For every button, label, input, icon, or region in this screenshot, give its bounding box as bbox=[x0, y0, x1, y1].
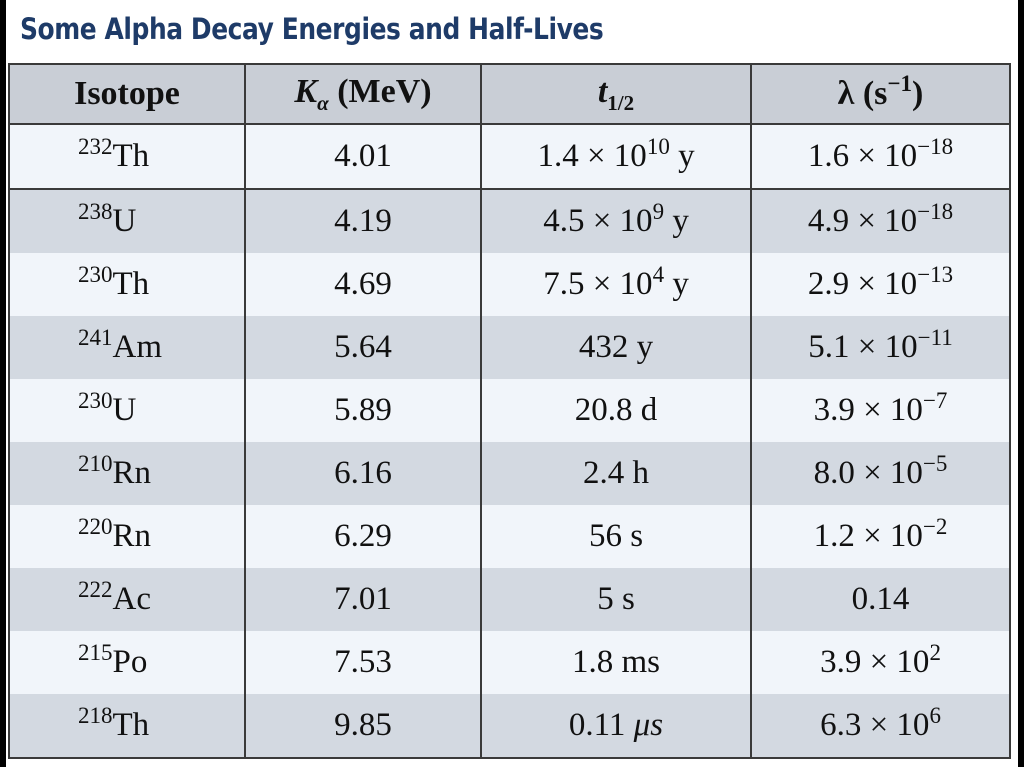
half-life-cell: 1.8 ms bbox=[481, 631, 752, 694]
isotope-cell: 210Rn bbox=[9, 442, 246, 505]
energy-cell: 6.16 bbox=[245, 442, 482, 505]
decay-constant-cell: 3.9 × 10−7 bbox=[751, 379, 1010, 442]
decay-constant-cell: 5.1 × 10−11 bbox=[751, 316, 1010, 379]
energy-cell: 6.29 bbox=[245, 505, 482, 568]
isotope-cell: 215Po bbox=[9, 631, 246, 694]
table-row: 232Th 4.01 1.4 × 1010 y 1.6 × 10−18 bbox=[9, 124, 1010, 190]
half-life-cell: 20.8 d bbox=[481, 379, 752, 442]
half-life-cell: 0.11 μs bbox=[481, 694, 752, 758]
isotope-cell: 220Rn bbox=[9, 505, 246, 568]
energy-cell: 4.01 bbox=[245, 124, 482, 190]
table-title: Some Alpha Decay Energies and Half-Lives bbox=[20, 12, 604, 46]
decay-constant-cell: 1.2 × 10−2 bbox=[751, 505, 1010, 568]
energy-cell: 5.64 bbox=[245, 316, 482, 379]
isotope-cell: 238U bbox=[9, 189, 246, 253]
decay-constant-cell: 1.6 × 10−18 bbox=[751, 124, 1010, 190]
decay-constant-cell: 0.14 bbox=[751, 568, 1010, 631]
isotope-cell: 230U bbox=[9, 379, 246, 442]
table-row: 238U 4.19 4.5 × 109 y 4.9 × 10−18 bbox=[9, 189, 1010, 253]
header-row: Isotope Kα (MeV) t1/2 λ (s−1) bbox=[9, 64, 1010, 125]
col-header-half-life: t1/2 bbox=[480, 64, 751, 125]
isotope-cell: 230Th bbox=[9, 253, 246, 316]
energy-cell: 7.53 bbox=[245, 631, 482, 694]
table-row: 230Th 4.69 7.5 × 104 y 2.9 × 10−13 bbox=[9, 253, 1010, 316]
half-life-cell: 1.4 × 1010 y bbox=[481, 124, 752, 190]
half-life-cell: 56 s bbox=[481, 505, 752, 568]
energy-cell: 4.69 bbox=[245, 253, 482, 316]
isotope-cell: 222Ac bbox=[9, 568, 246, 631]
decay-constant-cell: 2.9 × 10−13 bbox=[751, 253, 1010, 316]
half-life-cell: 5 s bbox=[481, 568, 752, 631]
table-row: 241Am 5.64 432 y 5.1 × 10−11 bbox=[9, 316, 1010, 379]
energy-cell: 5.89 bbox=[245, 379, 482, 442]
energy-cell: 4.19 bbox=[245, 189, 482, 253]
decay-constant-cell: 3.9 × 102 bbox=[751, 631, 1010, 694]
half-life-cell: 432 y bbox=[481, 316, 752, 379]
table-row: 222Ac 7.01 5 s 0.14 bbox=[9, 568, 1010, 631]
table-row: 215Po 7.53 1.8 ms 3.9 × 102 bbox=[9, 631, 1010, 694]
col-header-decay-constant: λ (s−1) bbox=[750, 64, 1010, 125]
energy-cell: 9.85 bbox=[245, 694, 482, 758]
col-header-isotope: Isotope bbox=[9, 64, 245, 125]
half-life-cell: 7.5 × 104 y bbox=[481, 253, 752, 316]
table-row: 218Th 9.85 0.11 μs 6.3 × 106 bbox=[9, 694, 1010, 758]
table-row: 210Rn 6.16 2.4 h 8.0 × 10−5 bbox=[9, 442, 1010, 505]
table-row: 220Rn 6.29 56 s 1.2 × 10−2 bbox=[9, 505, 1010, 568]
decay-constant-cell: 8.0 × 10−5 bbox=[751, 442, 1010, 505]
isotope-cell: 241Am bbox=[9, 316, 246, 379]
decay-constant-cell: 6.3 × 106 bbox=[751, 694, 1010, 758]
alpha-decay-table: Isotope Kα (MeV) t1/2 λ (s−1) 232Th 4.01 1… bbox=[8, 63, 1011, 759]
isotope-cell: 232Th bbox=[9, 124, 246, 190]
col-header-energy: Kα (MeV) bbox=[244, 64, 481, 125]
half-life-cell: 2.4 h bbox=[481, 442, 752, 505]
energy-cell: 7.01 bbox=[245, 568, 482, 631]
decay-constant-cell: 4.9 × 10−18 bbox=[751, 189, 1010, 253]
table-row: 230U 5.89 20.8 d 3.9 × 10−7 bbox=[9, 379, 1010, 442]
isotope-cell: 218Th bbox=[9, 694, 246, 758]
half-life-cell: 4.5 × 109 y bbox=[481, 189, 752, 253]
